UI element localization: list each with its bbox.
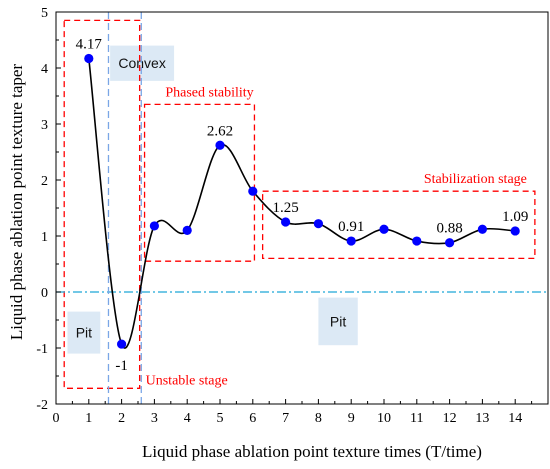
y-tick-label: 4 <box>41 62 48 77</box>
data-point <box>510 226 520 236</box>
unstable-stage-box <box>63 19 141 389</box>
data-label: 0.91 <box>338 219 364 235</box>
pit-left-tag-label: Pit <box>76 325 92 341</box>
data-point <box>281 217 291 227</box>
data-labels: 4.17 -1 2.62 1.25 0.91 0.88 1.09 <box>76 36 529 374</box>
data-point <box>117 339 127 349</box>
data-point <box>84 53 94 64</box>
x-tick-label: 12 <box>443 411 457 426</box>
stage-labels: Unstable stage Phased stability Stabilizat… <box>146 85 527 388</box>
x-tick-label: 13 <box>475 411 489 426</box>
data-point <box>477 224 487 234</box>
x-tick-label: 14 <box>508 411 522 426</box>
x-tick-label: 9 <box>348 411 355 426</box>
x-axis-title: Liquid phase ablation point texture time… <box>142 442 482 461</box>
y-tick-label: -1 <box>36 342 48 357</box>
x-tick-label: 4 <box>184 411 191 426</box>
x-tick-label: 0 <box>53 411 60 426</box>
data-point <box>313 219 323 229</box>
stabilization-stage-box <box>261 190 536 260</box>
y-tick-label: 5 <box>41 6 48 21</box>
y-axis-title: Liquid phase ablation point texture tape… <box>7 64 26 341</box>
pit-middle-tag-label: Pit <box>330 313 346 329</box>
data-points <box>84 53 520 349</box>
data-point <box>445 238 455 248</box>
data-point <box>248 186 258 196</box>
data-label: 2.62 <box>207 123 233 139</box>
y-tick-label: -2 <box>36 398 48 413</box>
x-tick-label: 8 <box>315 411 322 426</box>
x-tick-label: 1 <box>85 411 92 426</box>
data-point <box>149 221 159 231</box>
y-tick-label: 0 <box>41 286 48 301</box>
data-label: 4.17 <box>76 36 103 52</box>
y-tick-label: 1 <box>41 230 48 245</box>
data-label: 1.25 <box>272 200 298 216</box>
data-label: 0.88 <box>436 221 462 237</box>
series-line <box>88 58 516 349</box>
pit-middle-tag <box>318 297 358 346</box>
x-tick-label: 10 <box>377 411 391 426</box>
convex-tag-label: Convex <box>118 55 165 71</box>
stabilization-stage-label: Stabilization stage <box>424 172 527 187</box>
x-axis: 0 1 2 3 4 5 6 7 8 9 10 11 12 13 14 <box>53 399 533 426</box>
y-tick-label: 3 <box>41 118 48 133</box>
y-tick-label: 2 <box>41 174 48 189</box>
annotation-layer: Convex Pit Pit <box>63 19 536 389</box>
data-point <box>412 236 422 246</box>
data-point <box>379 224 389 234</box>
x-tick-label: 7 <box>282 411 289 426</box>
x-tick-label: 11 <box>410 411 423 426</box>
convex-tag <box>110 45 175 81</box>
data-label: 1.09 <box>502 209 528 225</box>
data-point <box>346 236 356 246</box>
x-tick-label: 5 <box>217 411 224 426</box>
x-tick-label: 3 <box>151 411 158 426</box>
x-tick-label: 2 <box>118 411 125 426</box>
y-axis: -2 -1 0 1 2 3 4 5 <box>36 6 61 413</box>
data-label: -1 <box>115 358 128 374</box>
phased-stability-box <box>143 103 256 262</box>
x-tick-label: 6 <box>249 411 256 426</box>
reference-lines <box>56 12 548 404</box>
data-point <box>215 140 225 150</box>
phased-stability-label: Phased stability <box>165 85 253 100</box>
data-point <box>182 225 192 235</box>
unstable-stage-label: Unstable stage <box>146 373 228 388</box>
pit-left-tag <box>67 311 101 354</box>
